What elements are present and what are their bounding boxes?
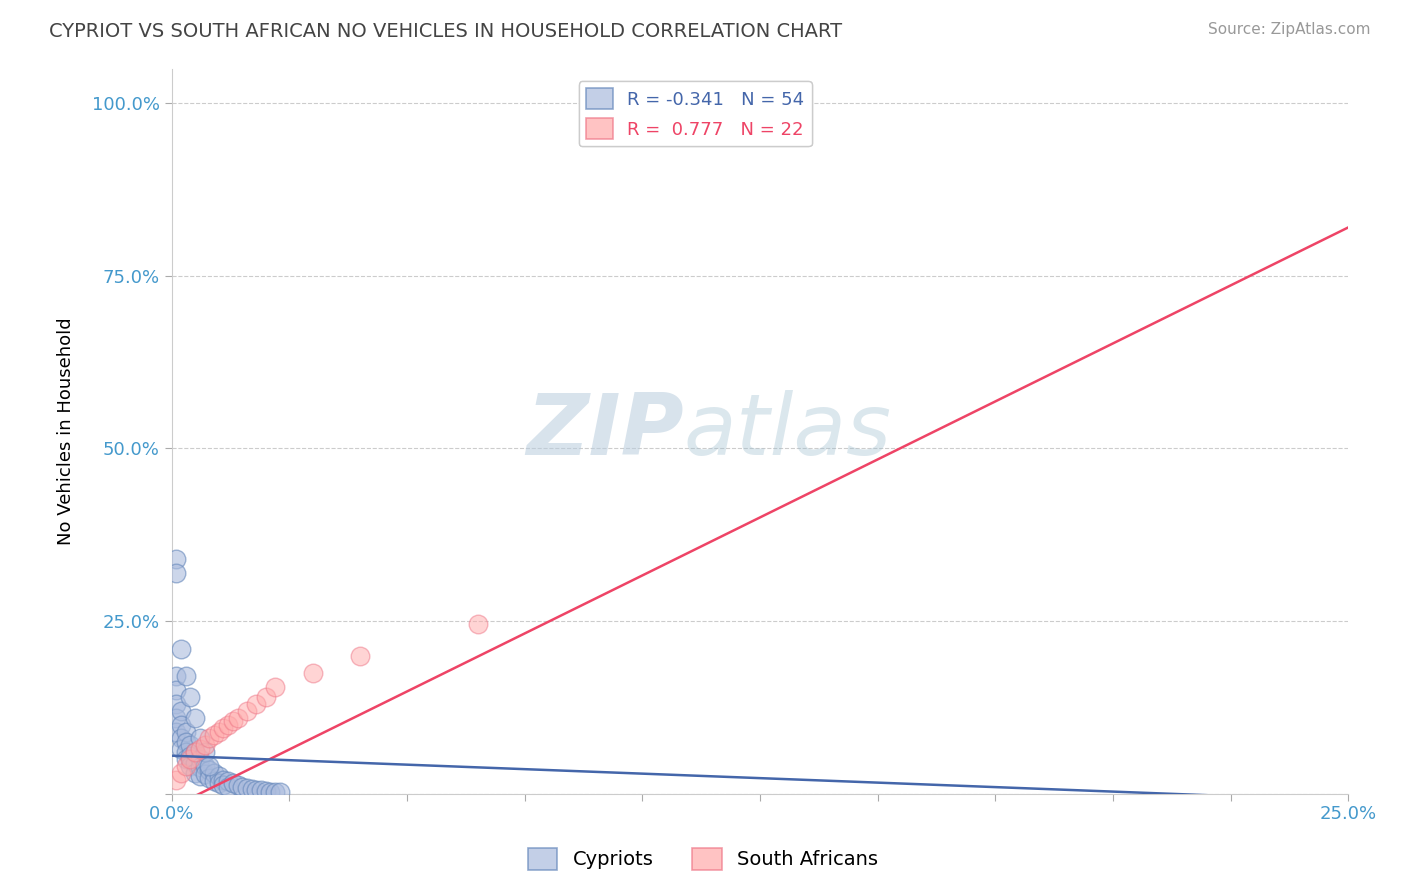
Text: ZIP: ZIP (526, 390, 683, 473)
Point (165, 669, 187, 683)
Point (226, 711, 249, 725)
Point (188, 731, 211, 746)
Point (165, 697, 187, 711)
Text: CYPRIOT VS SOUTH AFRICAN NO VEHICLES IN HOUSEHOLD CORRELATION CHART: CYPRIOT VS SOUTH AFRICAN NO VEHICLES IN … (49, 22, 842, 41)
Legend: Cypriots, South Africans: Cypriots, South Africans (520, 839, 886, 878)
Point (302, 665, 325, 680)
Point (259, 784, 281, 798)
Point (226, 778, 249, 792)
Point (170, 717, 193, 731)
Point (188, 760, 211, 774)
Point (165, 772, 187, 787)
Point (269, 785, 291, 799)
Point (170, 641, 193, 656)
Point (208, 776, 231, 790)
Point (165, 683, 187, 698)
Point (217, 774, 239, 789)
Point (245, 697, 267, 711)
Point (188, 752, 211, 766)
Point (254, 784, 277, 798)
Point (165, 552, 187, 566)
Point (194, 739, 217, 753)
Point (170, 766, 193, 780)
Point (240, 781, 263, 796)
Point (217, 717, 239, 731)
Point (194, 759, 217, 773)
Point (194, 745, 217, 759)
Point (179, 748, 201, 763)
Point (184, 745, 207, 759)
Y-axis label: No Vehicles in Household: No Vehicles in Household (58, 318, 75, 545)
Point (208, 724, 231, 739)
Point (165, 566, 187, 580)
Point (174, 752, 197, 766)
Point (179, 759, 201, 773)
Point (198, 763, 221, 777)
Point (250, 783, 273, 797)
Text: atlas: atlas (683, 390, 891, 473)
Point (188, 769, 211, 783)
Point (184, 745, 207, 759)
Point (254, 690, 277, 704)
Point (349, 648, 371, 663)
Text: Source: ZipAtlas.com: Source: ZipAtlas.com (1208, 22, 1371, 37)
Point (212, 721, 235, 735)
Point (264, 680, 287, 694)
Point (184, 756, 207, 770)
Point (212, 772, 235, 787)
Legend: R = -0.341   N = 54, R =  0.777   N = 22: R = -0.341 N = 54, R = 0.777 N = 22 (579, 81, 811, 146)
Point (212, 778, 235, 792)
Point (264, 784, 287, 798)
Point (202, 766, 225, 780)
Point (198, 759, 221, 773)
Point (202, 728, 225, 742)
Point (202, 774, 225, 789)
Point (165, 711, 187, 725)
Point (236, 781, 259, 796)
Point (170, 731, 193, 746)
Point (179, 690, 201, 704)
Point (179, 752, 201, 766)
Point (198, 731, 221, 746)
Point (245, 782, 267, 797)
Point (467, 617, 489, 632)
Point (179, 739, 201, 753)
Point (184, 711, 207, 725)
Point (174, 759, 197, 773)
Point (188, 741, 211, 756)
Point (198, 772, 221, 786)
Point (170, 704, 193, 718)
Point (194, 767, 217, 781)
Point (165, 724, 187, 739)
Point (222, 714, 245, 728)
Point (208, 769, 231, 783)
Point (231, 780, 253, 794)
Point (217, 780, 239, 794)
Point (184, 766, 207, 780)
Point (174, 669, 197, 683)
Point (236, 704, 259, 718)
Point (222, 776, 245, 790)
Point (702, 96, 724, 111)
Point (174, 735, 197, 749)
Point (174, 745, 197, 759)
Point (174, 724, 197, 739)
Point (170, 741, 193, 756)
